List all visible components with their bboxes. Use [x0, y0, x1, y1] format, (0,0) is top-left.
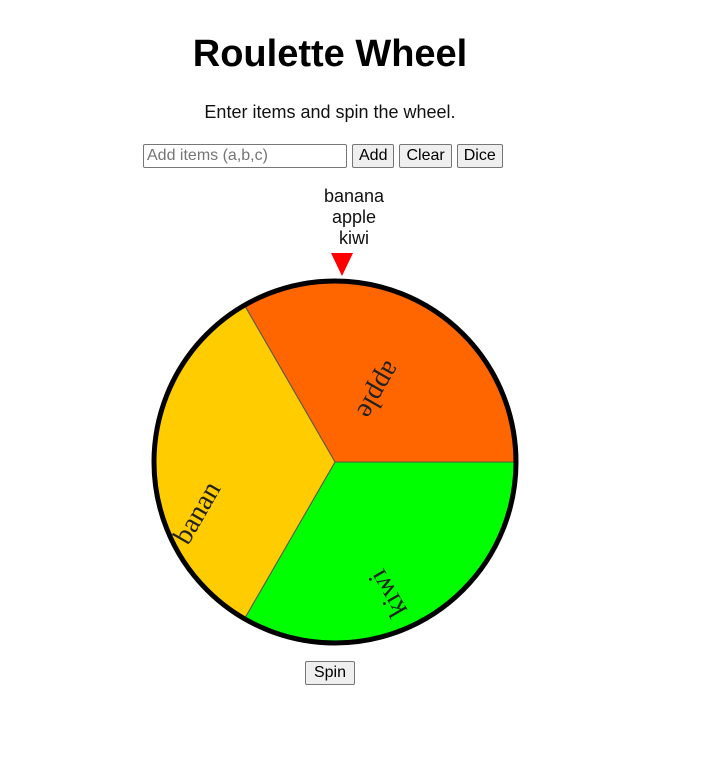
spin-button[interactable]: Spin [305, 661, 355, 685]
roulette-wheel[interactable]: apple kiwi banan [145, 272, 525, 652]
dice-button[interactable]: Dice [456, 143, 503, 168]
pointer-arrow-icon [331, 253, 353, 276]
clear-button[interactable]: Clear [399, 143, 452, 168]
items-input[interactable] [143, 143, 347, 168]
add-button[interactable]: Add [352, 143, 395, 168]
wheel-rim [151, 278, 519, 646]
controls-bar: Add Clear Dice [143, 143, 503, 168]
instructions-text: Enter items and spin the wheel. [204, 102, 456, 122]
list-item: kiwi [339, 228, 369, 248]
items-list: banana apple kiwi [304, 186, 404, 249]
list-item: apple [331, 207, 377, 227]
list-item: banana [323, 186, 385, 206]
page-title: Roulette Wheel [192, 33, 468, 75]
